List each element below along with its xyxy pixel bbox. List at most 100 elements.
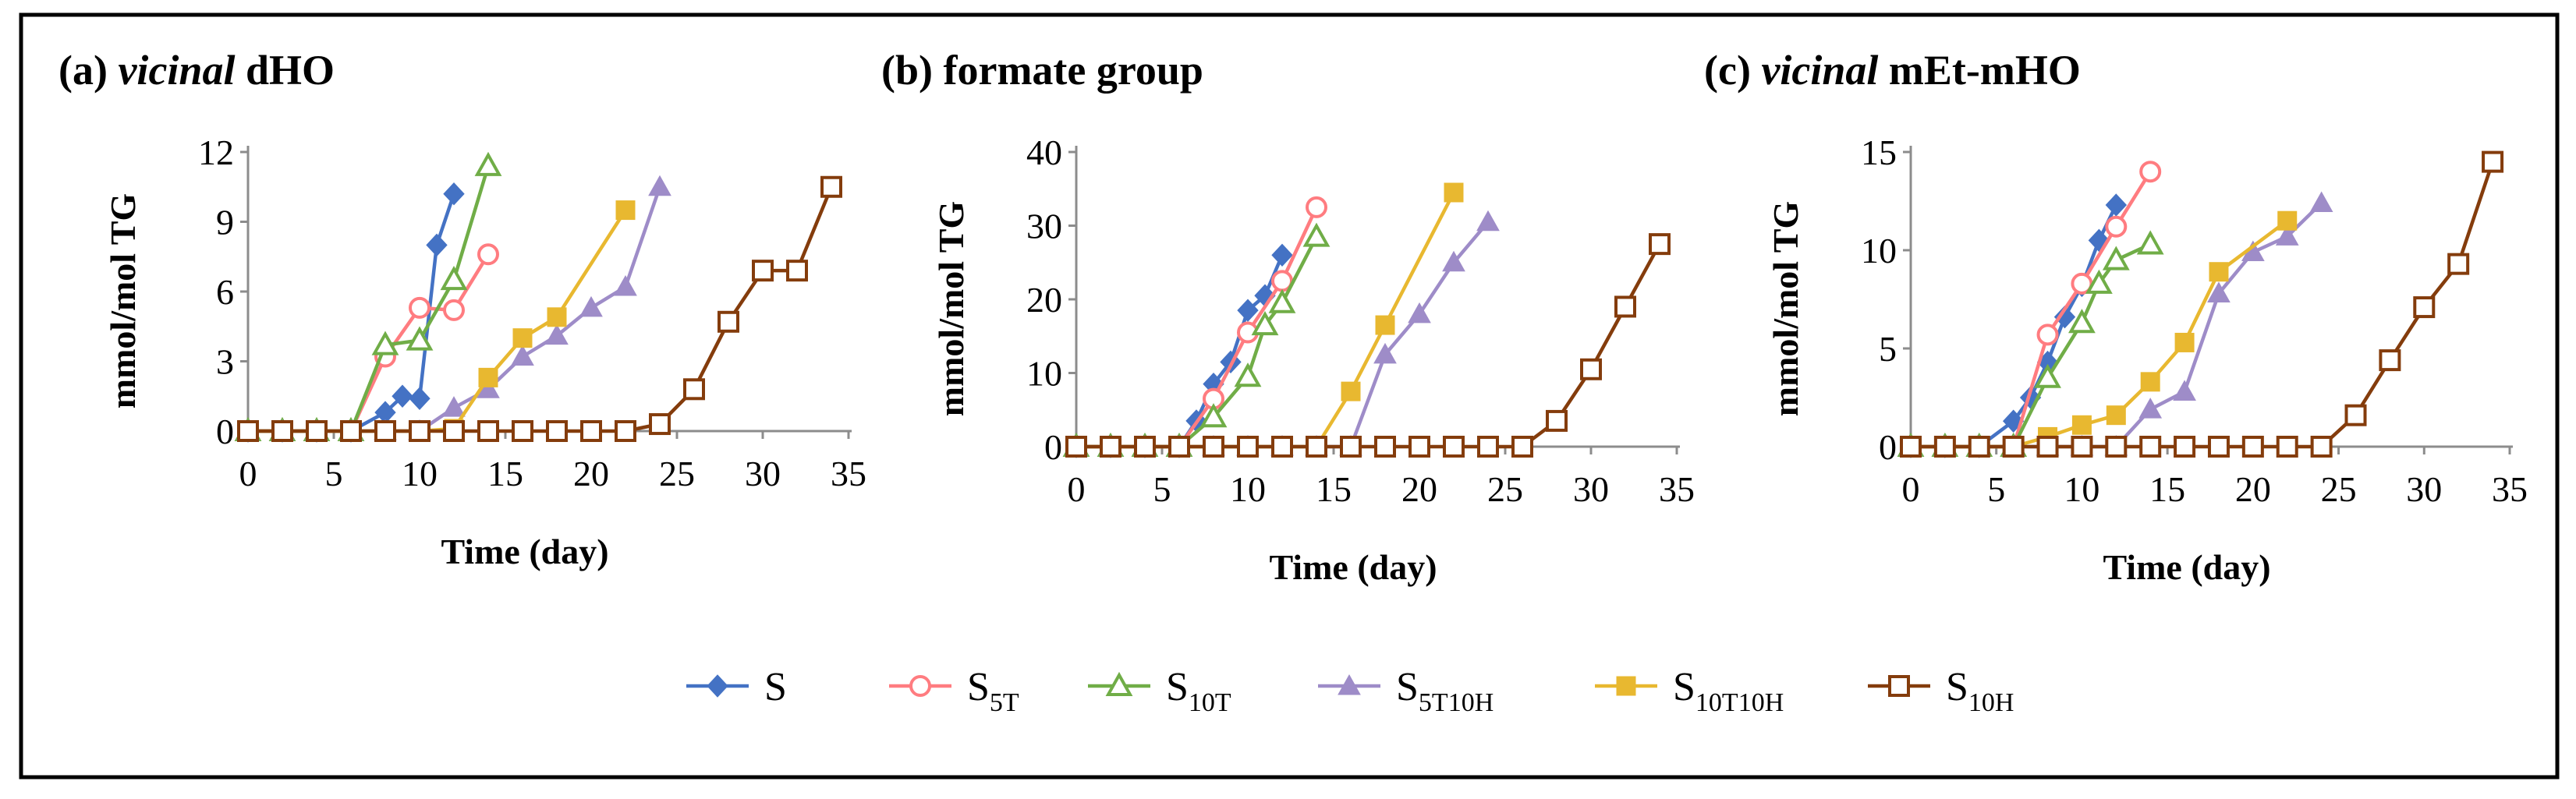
data-point-S: [443, 182, 465, 206]
y-tick-label: 12: [198, 133, 234, 172]
legend-label-subscript: 10T: [1189, 688, 1231, 717]
data-point-S10T: [2034, 363, 2061, 388]
data-point-S10T10H: [2174, 332, 2195, 352]
data-point-S10T: [2085, 269, 2113, 294]
data-point-S10H: [2207, 436, 2230, 458]
x-axis-title: Time (day): [1269, 547, 1437, 587]
panel-title-prefix: (c): [1704, 47, 1761, 94]
panel-title-italic: vicinal: [1761, 47, 1878, 94]
legend-marker: [1616, 676, 1636, 696]
legend-entry-S10H: S10H: [1868, 665, 2014, 717]
data-point-S10H: [1649, 233, 1671, 256]
data-point-S10H: [718, 310, 739, 333]
data-point-S10T: [1268, 288, 1296, 313]
data-point-S10H: [1477, 436, 1499, 458]
data-point-S10H: [2071, 436, 2093, 458]
data-point-S5T: [1306, 196, 1327, 218]
data-point-S5T: [2139, 161, 2162, 183]
chart-panel-a: (a) vicinal dHO 0 3 6 9 12 0 5 10 15 20 25 30 35 Time …: [58, 47, 866, 571]
legend-marker: [1888, 675, 1910, 697]
data-point-S5T: [2105, 215, 2128, 238]
data-point-S10H: [2174, 436, 2196, 458]
data-point-S10H: [477, 420, 499, 442]
y-tick-label: 0: [1879, 427, 1897, 467]
legend: S S5T S10T S5T10H S10T10H S10H: [686, 665, 2014, 717]
panel-title-rest: dHO: [235, 47, 335, 94]
data-point-S5T10H: [2275, 224, 2299, 246]
x-tick-label: 30: [745, 454, 781, 493]
data-point-S: [1237, 299, 1259, 322]
data-point-S5T10H: [1442, 250, 1465, 272]
x-tick-label: 0: [1068, 469, 1086, 509]
data-point-S5T: [409, 296, 431, 319]
legend-entry-S10T10H: S10T10H: [1595, 665, 1784, 717]
data-point-S10H: [2276, 436, 2298, 458]
data-point-S5T10H: [2207, 281, 2231, 302]
data-point-S10H: [820, 175, 842, 198]
data-point-S5T10H: [2309, 191, 2333, 213]
y-tick-label: 5: [1879, 329, 1897, 369]
panel-title: (c) vicinal mEt-mHO: [1704, 47, 2081, 94]
data-point-S10T10H: [2209, 262, 2229, 282]
data-point-S10H: [580, 420, 602, 442]
x-tick-label: 30: [2406, 469, 2442, 509]
data-point-S10T: [2102, 246, 2130, 270]
data-point-S10T10H: [478, 367, 498, 387]
data-point-S10T10H: [2140, 372, 2160, 392]
data-point-S10H: [2482, 150, 2504, 173]
y-tick-label: 30: [1026, 207, 1062, 246]
legend-marker: [1338, 673, 1361, 695]
x-tick-label: 25: [1487, 469, 1523, 509]
data-point-S5T10H: [1373, 342, 1397, 364]
data-point-S5T10H: [648, 175, 671, 196]
data-point-S10H: [1271, 436, 1293, 458]
x-tick-label: 5: [1987, 469, 2005, 509]
legend-entry-S10T: S10T: [1088, 665, 1231, 717]
data-point-S5T10H: [442, 396, 466, 417]
data-point-S10H: [2139, 436, 2162, 458]
data-point-S10T10H: [2106, 405, 2126, 426]
data-point-S5T10H: [545, 323, 569, 345]
data-point-S10T10H: [512, 328, 533, 348]
series-S10H: [1065, 233, 1671, 458]
data-point-S10T10H: [615, 200, 636, 221]
series-S10H: [1900, 150, 2504, 458]
y-axis-title: mmol/mol TG: [931, 201, 971, 416]
x-tick-label: 5: [325, 454, 343, 493]
data-point-S5T10H: [614, 275, 637, 296]
x-tick-label: 25: [2321, 469, 2357, 509]
data-point-S10H: [271, 420, 293, 442]
y-tick-label: 9: [216, 203, 234, 242]
panel-title: (a) vicinal dHO: [58, 47, 335, 94]
data-point-S10H: [1580, 358, 1602, 380]
legend-label: S10H: [1946, 665, 2014, 717]
data-point-S10H: [2310, 436, 2333, 458]
data-point-S10H: [1374, 436, 1396, 458]
x-axis-title: Time (day): [2103, 547, 2270, 587]
x-tick-label: 0: [239, 454, 257, 493]
x-tick-label: 30: [1573, 469, 1609, 509]
x-tick-label: 0: [1902, 469, 1920, 509]
y-axis-title: mmol/mol TG: [1766, 201, 1805, 416]
data-point-S10T: [474, 151, 502, 176]
data-point-S: [409, 387, 431, 410]
data-point-S: [392, 384, 413, 408]
data-point-S10H: [1933, 436, 1956, 458]
data-point-S10H: [683, 378, 705, 401]
legend-label-base: S: [1396, 665, 1419, 709]
x-tick-label: 10: [2064, 469, 2099, 509]
x-tick-label: 15: [2149, 469, 2185, 509]
data-point-S10H: [237, 420, 259, 442]
data-point-S10T10H: [2277, 210, 2298, 231]
panel-title-italic: vicinal: [118, 47, 235, 94]
panel-title-prefix: (a): [58, 47, 118, 94]
x-tick-label: 10: [1230, 469, 1266, 509]
x-tick-label: 35: [831, 454, 866, 493]
data-point-S10H: [1100, 436, 1121, 458]
y-tick-label: 10: [1026, 354, 1062, 394]
y-tick-label: 15: [1861, 133, 1897, 172]
data-point-S10H: [615, 420, 636, 442]
panel-title-rest: mEt-mHO: [1878, 47, 2080, 94]
data-point-S10H: [1614, 295, 1636, 318]
data-point-S10T: [2068, 309, 2096, 334]
